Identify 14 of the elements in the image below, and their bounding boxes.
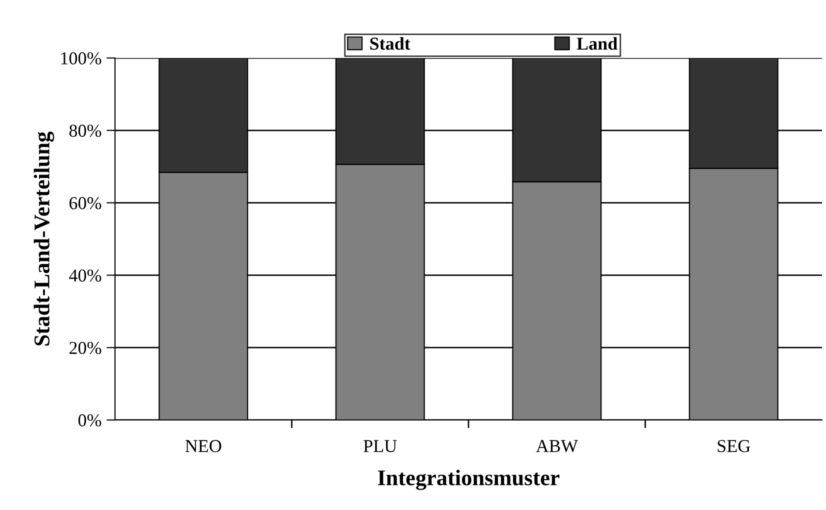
legend-label: Land	[576, 37, 618, 50]
y-axis-title: Stadt-Land-Verteilung	[34, 132, 54, 346]
y-tick-label: 20%	[70, 342, 102, 354]
x-axis-title: Integrationsmuster	[378, 470, 560, 490]
x-tick-label: NEO	[185, 440, 222, 452]
y-tick-label: 0%	[78, 414, 102, 426]
x-tick-label: SEG	[718, 440, 750, 452]
legend-label: Stadt	[370, 37, 410, 50]
y-tick-label: 100%	[61, 52, 102, 64]
y-tick-label: 40%	[69, 269, 102, 282]
y-tick-label: 60%	[69, 197, 102, 210]
x-tick-label: PLU	[364, 440, 397, 452]
x-tick-label: ABW	[536, 440, 578, 452]
y-tick-label: 80%	[69, 124, 102, 137]
